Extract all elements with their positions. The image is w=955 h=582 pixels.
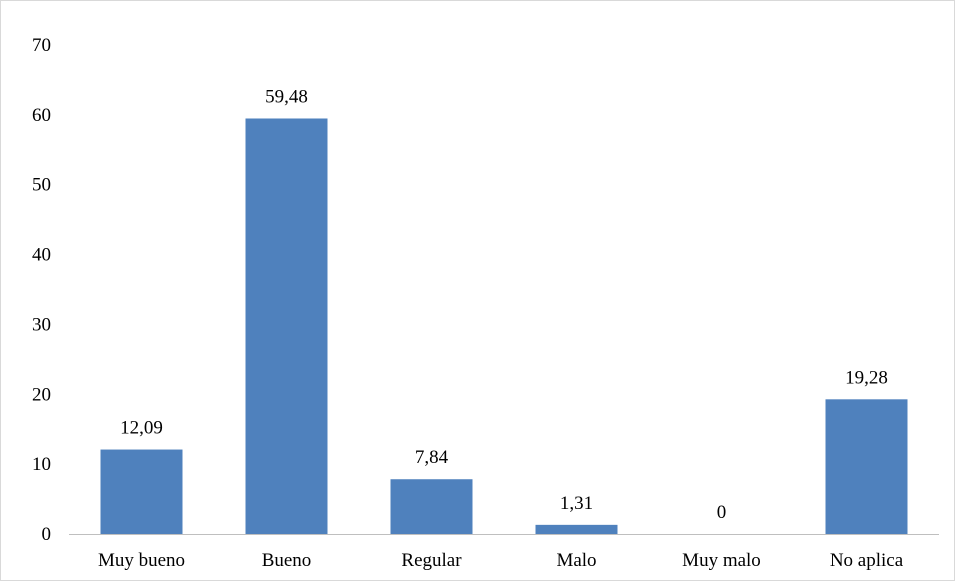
x-tick-label: Malo: [556, 550, 596, 571]
y-tick-label: 60: [32, 105, 51, 126]
bar: [390, 479, 473, 534]
x-tick-label: Bueno: [262, 550, 312, 571]
y-tick-label: 40: [32, 245, 51, 266]
y-tick-label: 50: [32, 175, 51, 196]
bar: [100, 449, 183, 534]
data-labels: 12,09 59,48 7,84 1,31 0 19,28: [120, 86, 888, 523]
y-tick-label: 10: [32, 454, 51, 475]
bar: [535, 524, 618, 534]
data-label: 12,09: [120, 418, 163, 439]
x-axis-labels: Muy bueno Bueno Regular Malo Muy malo No apli…: [98, 550, 904, 571]
x-tick-label: Regular: [401, 550, 462, 571]
bar: [245, 118, 328, 534]
x-tick-label: Muy bueno: [98, 550, 185, 571]
data-label: 7,84: [415, 447, 449, 468]
x-tick-label: Muy malo: [682, 550, 761, 571]
x-tick-label: No aplica: [830, 550, 904, 571]
y-tick-label: 20: [32, 384, 51, 405]
data-label: 19,28: [845, 367, 888, 388]
y-tick-label: 0: [42, 524, 52, 545]
y-tick-label: 70: [32, 35, 51, 56]
data-label: 1,31: [560, 493, 593, 514]
y-axis-ticks: 0 10 20 30 40 50 60 70: [32, 35, 51, 545]
bar: [825, 399, 908, 534]
bars: [100, 118, 908, 534]
data-label: 59,48: [265, 86, 308, 107]
data-label: 0: [717, 502, 727, 523]
y-tick-label: 30: [32, 314, 51, 335]
